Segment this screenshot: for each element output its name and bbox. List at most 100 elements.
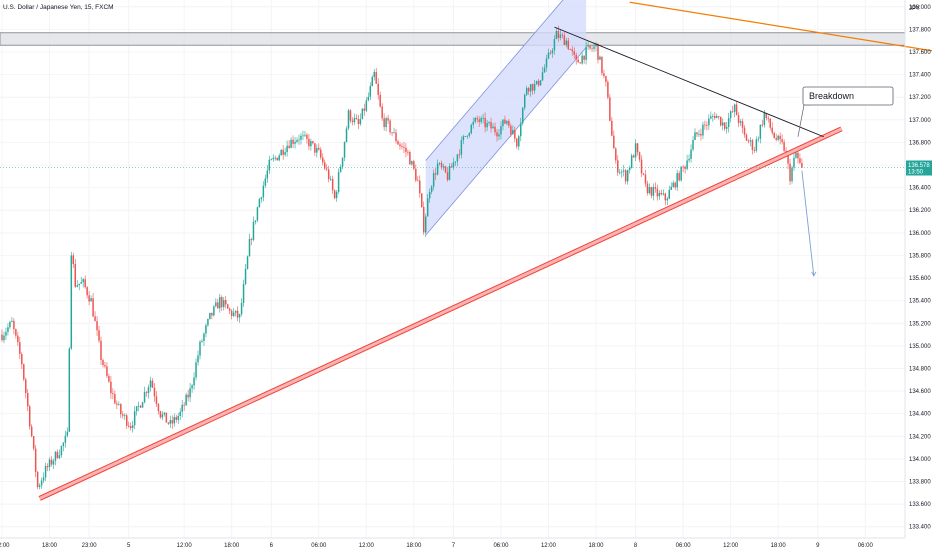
candle-body — [286, 145, 288, 153]
candle-body — [514, 129, 516, 139]
candle-body — [329, 178, 332, 180]
y-tick-label: 133.800 — [909, 479, 931, 485]
candle-body — [92, 298, 94, 317]
candle-body — [731, 111, 734, 113]
candle-body — [274, 157, 276, 159]
candle-body — [684, 166, 686, 169]
candle-body — [426, 198, 429, 217]
candle-body — [458, 154, 461, 156]
candle-body — [664, 193, 667, 201]
projection-arrow-line — [801, 170, 815, 276]
candle-body — [325, 168, 328, 170]
candle-body — [450, 166, 453, 168]
candle-body — [607, 81, 609, 98]
candle-body — [104, 365, 106, 367]
candle-body — [278, 155, 280, 161]
candle-body — [106, 366, 108, 377]
candle-body — [290, 139, 292, 148]
candle-body — [589, 45, 591, 49]
candle-body — [518, 136, 520, 147]
candle-body — [434, 173, 437, 175]
candle-body — [82, 279, 84, 283]
candle-body — [195, 362, 197, 378]
candle-body — [323, 162, 326, 169]
candle-body — [632, 155, 635, 158]
candle-body — [125, 415, 128, 426]
candle-body — [169, 420, 172, 424]
candle-body — [266, 170, 269, 179]
candle-body — [248, 239, 251, 257]
resistance-zone — [0, 32, 906, 46]
candle-body — [175, 417, 177, 420]
candle-body — [139, 405, 142, 408]
candle-body — [799, 158, 801, 163]
candle-body — [337, 172, 340, 192]
candle-body — [793, 157, 795, 168]
candle-body — [219, 297, 221, 309]
channel-upper-line — [425, 0, 564, 161]
candle-body — [230, 310, 233, 316]
y-tick-label: 133.400 — [909, 525, 931, 531]
candle-body — [183, 404, 185, 406]
candle-body — [17, 335, 19, 343]
last-price-value: 136.578 — [908, 163, 930, 169]
candle-body — [658, 192, 661, 197]
candle-body — [371, 77, 374, 87]
candle-body — [478, 119, 480, 122]
candle-body — [124, 415, 126, 417]
candle-body — [252, 221, 255, 240]
x-tick-label: 5 — [127, 543, 131, 549]
candle-body — [304, 134, 306, 136]
candle-body — [171, 420, 174, 424]
candle-body — [694, 132, 696, 141]
candle-body — [561, 34, 564, 36]
candle-body — [129, 426, 132, 428]
candle-body — [674, 182, 676, 188]
candle-body — [66, 431, 69, 436]
candle-body — [96, 321, 98, 331]
candle-body — [652, 187, 655, 196]
candle-body — [630, 155, 633, 168]
candle-body — [662, 193, 665, 195]
x-tick-label: 18:00 — [588, 543, 604, 549]
candle-body — [296, 139, 298, 142]
y-tick-label: 137.400 — [909, 73, 931, 79]
x-tick-label: 12:00 — [359, 543, 375, 549]
candle-body — [353, 118, 356, 123]
candle-body — [520, 123, 522, 137]
candle-body — [215, 302, 217, 307]
candle-body — [417, 180, 419, 182]
candle-body — [745, 134, 748, 141]
candle-body — [238, 314, 241, 318]
candle-body — [133, 411, 136, 426]
x-tick-label: 23:00 — [82, 543, 98, 549]
y-tick-label: 137.200 — [909, 95, 931, 101]
candle-body — [145, 392, 148, 393]
candle-body — [438, 162, 441, 164]
candle-body — [28, 406, 31, 427]
candle-body — [648, 187, 651, 194]
x-tick-label: 9 — [816, 543, 820, 549]
candle-body — [322, 157, 324, 163]
candle-body — [638, 152, 641, 160]
candle-body — [54, 451, 57, 461]
candle-body — [80, 282, 82, 284]
candle-body — [619, 172, 621, 174]
candle-body — [688, 158, 690, 161]
candle-body — [294, 141, 296, 144]
candle-body — [474, 117, 476, 122]
y-tick-label: 136.400 — [909, 186, 931, 192]
candle-body — [50, 459, 53, 465]
candle-body — [761, 124, 764, 126]
candle-body — [232, 312, 235, 316]
candle-body — [205, 325, 207, 334]
candle-body — [421, 193, 423, 207]
candle-body — [521, 107, 524, 124]
candle-body — [460, 140, 463, 155]
candle-body — [759, 124, 762, 139]
candle-body — [100, 340, 102, 361]
candle-body — [719, 116, 722, 126]
candle-body — [678, 173, 680, 181]
